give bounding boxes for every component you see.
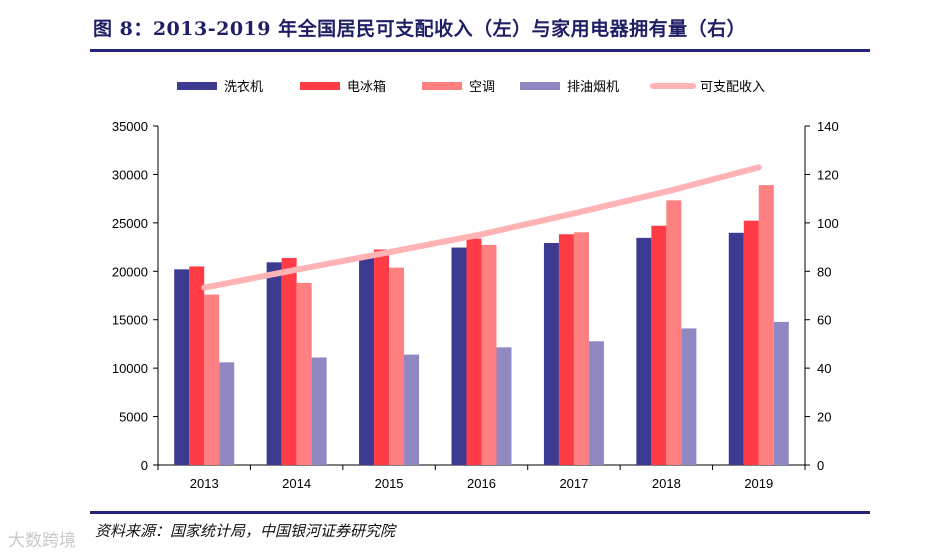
bar-0-2017 <box>543 242 559 465</box>
bar-3-2018 <box>681 328 697 465</box>
bar-1-2016 <box>466 238 482 465</box>
bar-1-2015 <box>374 249 390 465</box>
legend-label-2: 空调 <box>469 80 495 95</box>
x-tick-label: 2019 <box>744 476 773 491</box>
bar-1-2019 <box>743 220 759 465</box>
source-note: 资料来源：国家统计局，中国银河证券研究院 <box>95 522 396 540</box>
left-tick-label: 35000 <box>112 119 148 134</box>
left-tick-label: 30000 <box>112 167 148 182</box>
legend-swatch-0 <box>177 82 217 90</box>
title-rule <box>90 49 870 52</box>
right-tick-label: 60 <box>817 313 831 328</box>
bar-3-2017 <box>588 341 604 465</box>
bar-1-2014 <box>281 257 297 465</box>
bar-3-2014 <box>311 357 327 465</box>
x-tick-label: 2017 <box>559 476 588 491</box>
income-line <box>201 164 762 291</box>
bar-0-2018 <box>636 237 652 465</box>
bar-0-2019 <box>728 232 744 465</box>
bar-2-2018 <box>666 200 682 465</box>
watermark-text: 大数跨境 <box>8 531 76 551</box>
bar-3-2016 <box>496 347 512 465</box>
bar-2-2016 <box>481 244 497 465</box>
left-tick-label: 5000 <box>119 410 148 425</box>
x-tick-label: 2014 <box>282 476 311 491</box>
x-tick-label: 2015 <box>375 476 404 491</box>
right-tick-label: 120 <box>817 167 839 182</box>
bar-3-2015 <box>404 354 420 465</box>
footer-rule <box>90 511 870 514</box>
bars <box>174 185 789 465</box>
legend-swatch-1 <box>300 82 340 90</box>
right-tick-label: 40 <box>817 361 831 376</box>
bar-1-2017 <box>558 234 574 465</box>
bar-1-2013 <box>189 266 205 465</box>
left-tick-label: 0 <box>141 458 148 473</box>
x-tick-label: 2016 <box>467 476 496 491</box>
bar-0-2013 <box>174 269 190 465</box>
bar-2-2013 <box>204 294 220 465</box>
bar-0-2016 <box>451 247 467 465</box>
chart-title: 图 8：2013-2019 年全国居民可支配收入（左）与家用电器拥有量（右） <box>93 18 747 40</box>
left-tick-label: 20000 <box>112 264 148 279</box>
right-tick-label: 0 <box>817 458 824 473</box>
left-tick-label: 10000 <box>112 361 148 376</box>
bar-2-2015 <box>389 267 405 465</box>
legend-label-0: 洗衣机 <box>224 79 263 95</box>
left-tick-label: 15000 <box>112 313 148 328</box>
axes: 0 5000 10000 15000 20000 25000 30000 35000 0 20 40… <box>112 119 839 491</box>
bar-2-2017 <box>573 232 589 465</box>
x-tick-label: 2018 <box>652 476 681 491</box>
left-tick-label: 25000 <box>112 216 148 231</box>
legend-swatch-2 <box>422 82 462 90</box>
bar-0-2014 <box>266 262 282 465</box>
right-tick-label: 20 <box>817 410 831 425</box>
legend-label-4: 可支配收入 <box>700 80 765 95</box>
legend-label-3: 排油烟机 <box>567 80 619 95</box>
legend-swatch-3 <box>520 82 560 90</box>
legend: 洗衣机 电冰箱 空调 排油烟机 可支配收入 <box>177 79 765 95</box>
bar-3-2019 <box>773 321 789 465</box>
bar-1-2018 <box>651 225 667 465</box>
bar-0-2015 <box>359 255 375 465</box>
bar-3-2013 <box>219 362 235 465</box>
line-series-0 <box>201 164 762 291</box>
x-tick-label: 2013 <box>190 476 219 491</box>
bar-2-2019 <box>758 185 774 465</box>
right-tick-label: 100 <box>817 216 839 231</box>
right-tick-label: 80 <box>817 264 831 279</box>
bar-2-2014 <box>296 282 312 465</box>
right-tick-label: 140 <box>817 119 839 134</box>
legend-label-1: 电冰箱 <box>347 79 386 95</box>
